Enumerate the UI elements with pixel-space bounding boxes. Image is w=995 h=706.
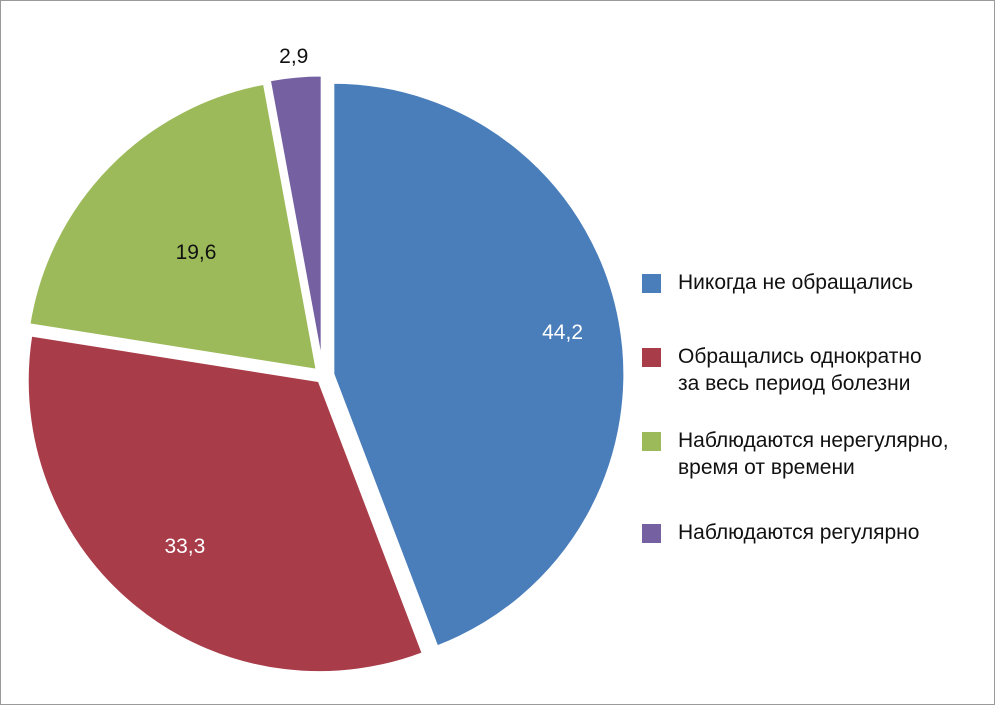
slice-value-label-regular: 2,9 [279, 45, 308, 68]
pie-slice-regular [267, 73, 324, 368]
legend-swatch [642, 274, 661, 293]
slice-value-label-never-applied: 44,2 [542, 321, 583, 344]
legend-swatch [642, 348, 661, 367]
slice-value-label-irregular: 19,6 [176, 241, 217, 264]
legend-item-applied-once: Обращались однократно за весь период бол… [642, 343, 922, 397]
legend-label: Наблюдаются нерегулярно, время от времен… [678, 429, 949, 479]
legend-item-never-applied: Никогда не обращались [642, 269, 913, 296]
legend-label: Обращались однократно за весь период бол… [678, 345, 922, 395]
pie-slice-irregular [27, 81, 320, 373]
legend-swatch [642, 524, 661, 543]
legend-swatch [642, 432, 661, 451]
legend-label: Никогда не обращались [678, 271, 914, 294]
legend-label: Наблюдаются регулярно [678, 521, 920, 544]
slice-value-label-applied-once: 33,3 [164, 535, 205, 558]
legend-item-irregular: Наблюдаются нерегулярно, время от времен… [642, 427, 949, 481]
legend-item-regular: Наблюдаются регулярно [642, 519, 919, 546]
pie-slice-applied-once [25, 333, 426, 675]
pie-slice-never-applied [331, 80, 627, 649]
